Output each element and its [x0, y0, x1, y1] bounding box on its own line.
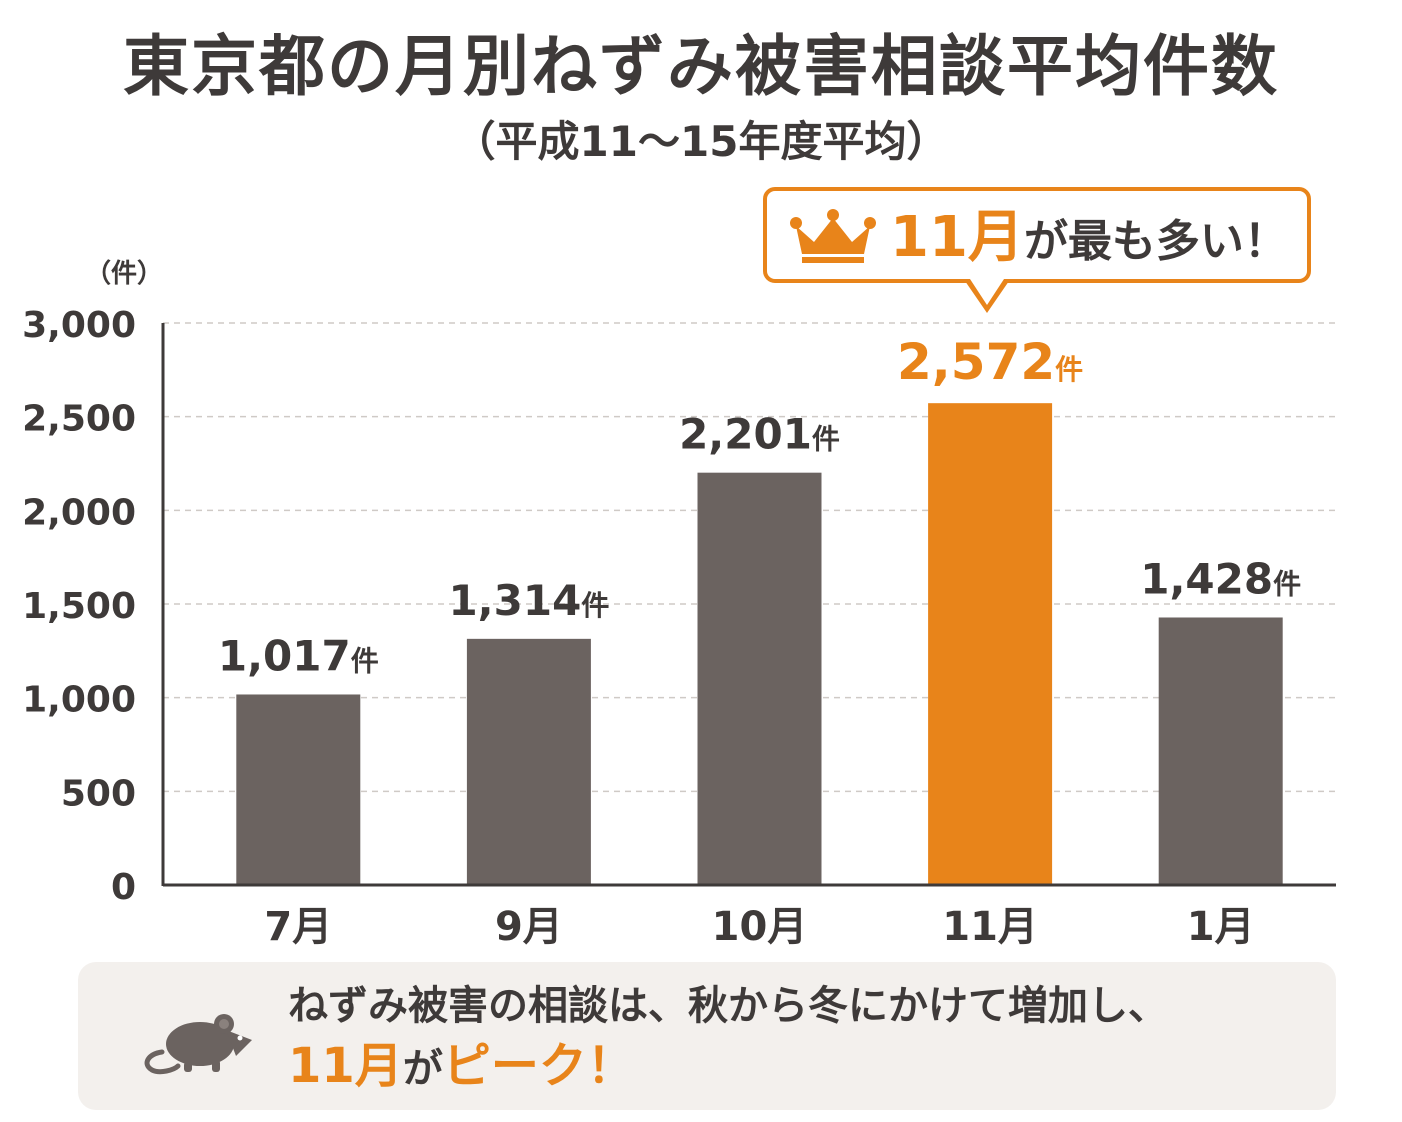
value-labels: 1,017件 1,314件 2,201件 2,572件 1,428件 [218, 333, 1301, 680]
y-tick-label: 2,000 [22, 492, 136, 533]
summary-ga: が [402, 1046, 443, 1092]
y-tick-label: 2,500 [22, 399, 136, 440]
callout-tail-fill [970, 279, 1004, 305]
data-label: 1,314件 [448, 576, 609, 625]
x-tick-label: 9月 [495, 904, 563, 950]
x-tick-label: 11月 [942, 904, 1038, 950]
crown-icon [790, 209, 876, 263]
bar [697, 472, 822, 885]
callout-message: が最も多い！ [1023, 216, 1288, 267]
x-tick-label: 10月 [712, 904, 808, 950]
x-axis-ticks: 7月 9月 10月 11月 1月 [264, 904, 1254, 950]
x-tick-label: 7月 [264, 904, 332, 950]
data-label: 1,428件 [1140, 554, 1301, 603]
callout-box [763, 187, 1311, 283]
chart-title: 東京都の月別ねずみ被害相談平均件数 [123, 28, 1279, 105]
mouse-icon [144, 1014, 252, 1075]
summary-line-2: 11月がピーク！ [288, 1036, 635, 1107]
y-axis-ticks: 0 500 1,000 1,500 2,000 2,500 3,000 [22, 305, 136, 908]
bars [236, 403, 1283, 885]
chart-subtitle: （平成11〜15年度平均） [453, 117, 949, 166]
data-label: 2,572件 [897, 333, 1083, 391]
y-tick-label: 1,000 [22, 680, 136, 721]
data-label: 2,201件 [679, 410, 840, 459]
x-tick-label: 1月 [1187, 904, 1255, 950]
bar [928, 403, 1053, 885]
y-tick-label: 0 [111, 867, 136, 908]
callout-text: 11月が最も多い！ [890, 198, 1288, 278]
data-label: 1,017件 [218, 631, 379, 680]
summary-month: 11月 [288, 1038, 403, 1094]
summary-peak: ピーク！ [442, 1038, 635, 1094]
bar-chart: （件） 0 500 1,000 1,500 2,000 2,500 3,000 1,017件… [22, 259, 1336, 950]
y-tick-label: 1,500 [22, 586, 136, 627]
y-tick-label: 500 [61, 773, 136, 814]
y-unit-label: （件） [85, 259, 163, 289]
callout-month: 11月 [890, 205, 1024, 270]
summary-line-1: ねずみ被害の相談は、秋から冬にかけて増加し、 [288, 983, 1168, 1029]
bar [1158, 617, 1283, 885]
summary-box [78, 962, 1336, 1110]
bar [466, 638, 591, 885]
bar [236, 694, 361, 885]
y-tick-label: 3,000 [22, 305, 136, 346]
